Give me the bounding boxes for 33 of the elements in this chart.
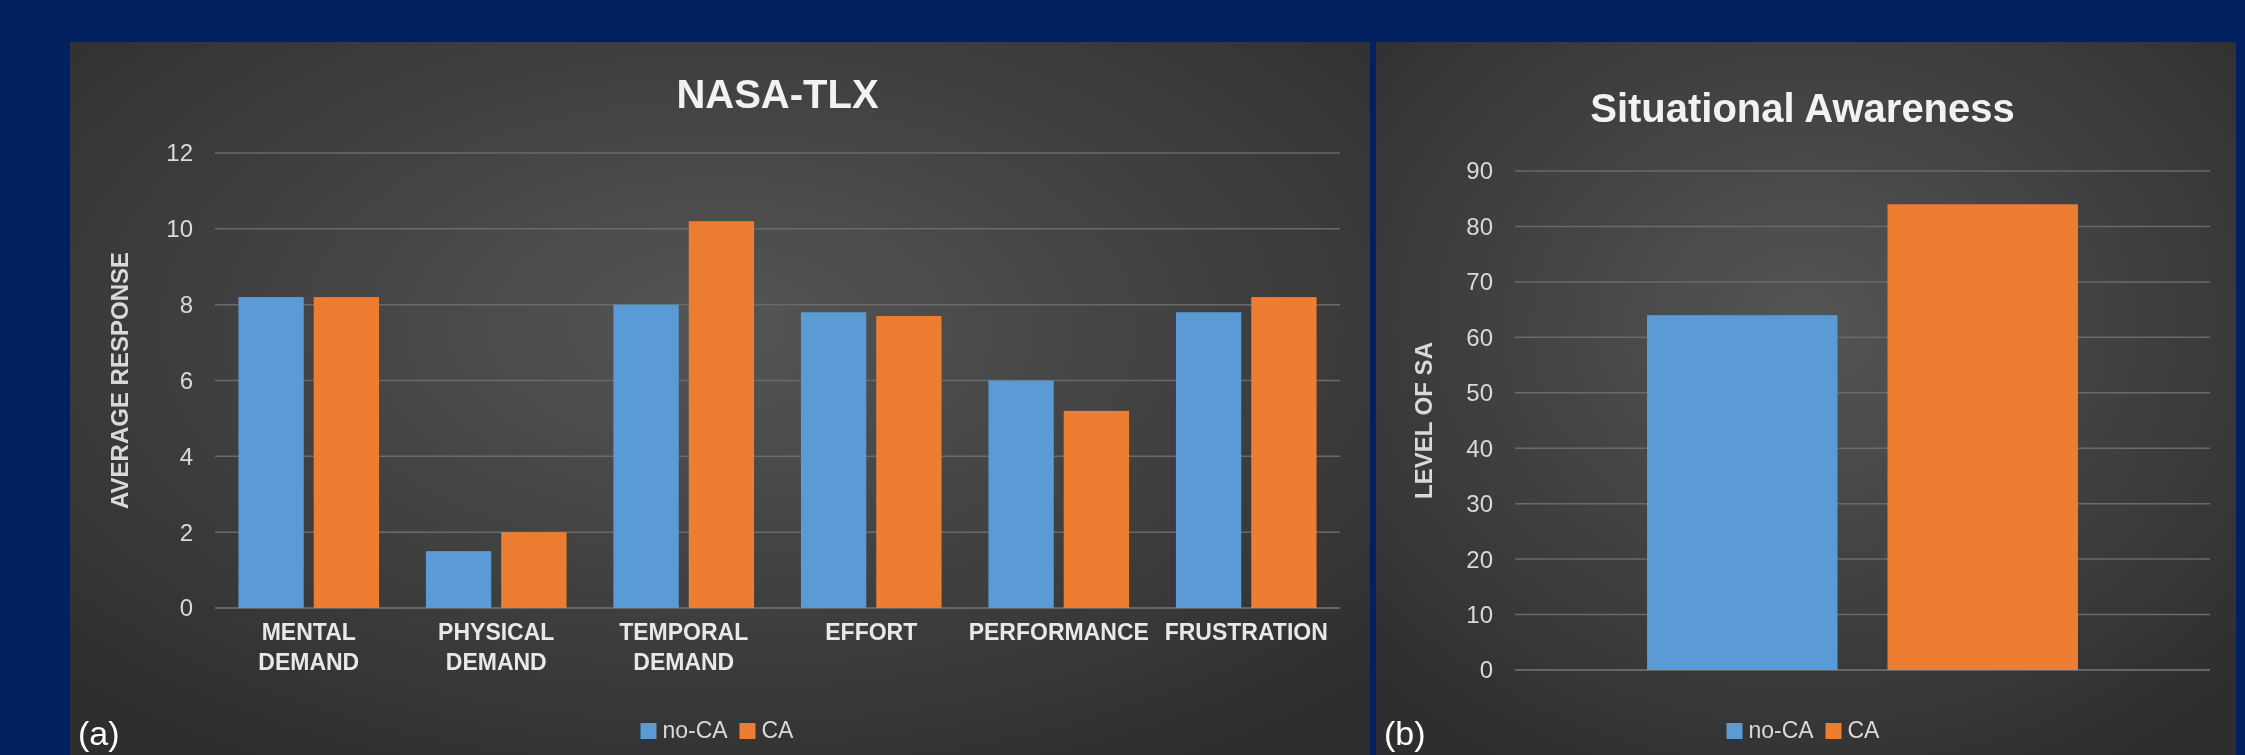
x-tick-label: PERFORMANCE (968, 619, 1149, 645)
y-tick-label: 0 (1479, 656, 1493, 684)
legend-label: no-CA (662, 717, 729, 743)
legend-label: CA (761, 717, 795, 743)
y-axis-title: LEVEL OF SA (1410, 342, 1437, 499)
y-axis-title: AVERAGE RESPONSE (106, 252, 133, 509)
y-tick-label: 60 (1466, 323, 1493, 351)
y-tick-label: 10 (1466, 600, 1493, 628)
text: (a) (78, 714, 120, 752)
x-tick-label: EFFORT (825, 619, 918, 645)
y-tick-label: 4 (179, 442, 193, 470)
x-tick-label: MENTAL DEMAND (258, 619, 360, 675)
y-tick-label: 70 (1466, 268, 1493, 296)
y-tick-label: 12 (166, 139, 193, 167)
y-tick-label: 20 (1466, 545, 1493, 573)
y-tick-label: 6 (179, 366, 193, 394)
x-tick-label: FRUSTRATION (1164, 619, 1328, 645)
y-tick-label: 90 (1466, 157, 1493, 185)
y-tick-label: 8 (179, 291, 193, 319)
x-tick-label: TEMPORAL DEMAND (619, 619, 749, 675)
chart-title: NASA-TLX (676, 72, 879, 116)
y-tick-label: 50 (1466, 379, 1493, 407)
y-tick-label: 30 (1466, 490, 1493, 518)
y-tick-label: 40 (1466, 434, 1493, 462)
x-tick-label: PHYSICAL DEMAND (438, 619, 555, 675)
y-tick-label: 0 (179, 594, 193, 622)
legend-label: CA (1847, 717, 1881, 743)
y-tick-label: 10 (166, 215, 193, 243)
chart-title: Situational Awareness (1590, 86, 2015, 130)
legend-label: no-CA (1748, 717, 1815, 743)
y-tick-label: 2 (179, 518, 193, 546)
y-tick-label: 80 (1466, 212, 1493, 240)
text: (b) (1384, 714, 1426, 752)
